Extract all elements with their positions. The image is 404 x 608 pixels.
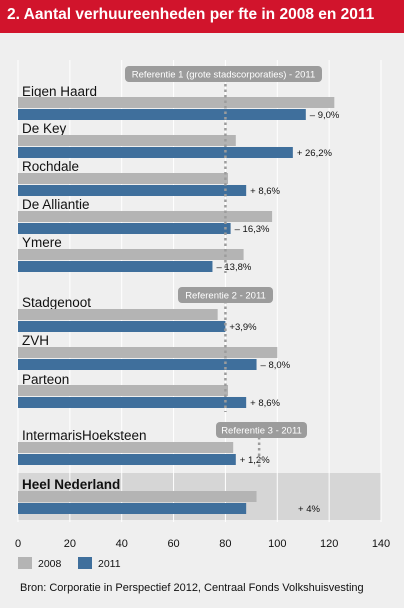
x-tick-label: 0 bbox=[15, 538, 21, 550]
x-tick-label: 140 bbox=[372, 538, 390, 550]
bar-2008 bbox=[18, 309, 218, 320]
x-tick-label: 40 bbox=[116, 538, 128, 550]
legend-label-2008: 2008 bbox=[38, 558, 62, 570]
category-label: Parteon bbox=[22, 372, 69, 387]
bar-2008 bbox=[18, 442, 234, 453]
x-tick-label: 80 bbox=[219, 538, 231, 550]
bar-2008 bbox=[18, 347, 278, 358]
bar-2011 bbox=[18, 454, 236, 465]
category-label: Stadgenoot bbox=[22, 295, 91, 310]
reference-label: Referentie 3 - 2011 bbox=[221, 426, 302, 437]
reference-tag bbox=[216, 422, 307, 438]
x-tick-label: 120 bbox=[320, 538, 338, 550]
category-label: ZVH bbox=[22, 333, 49, 348]
bar-2011 bbox=[18, 261, 213, 272]
category-label: IntermarisHoeksteen bbox=[22, 428, 147, 443]
bar-2008 bbox=[18, 491, 257, 502]
bar-2008 bbox=[18, 385, 229, 396]
bar-2011 bbox=[18, 397, 247, 408]
reference-label: Referentie 2 - 2011 bbox=[185, 291, 266, 302]
legend-label-2011: 2011 bbox=[98, 558, 121, 570]
x-tick-label: 60 bbox=[167, 538, 179, 550]
change-label: + 8,6% bbox=[250, 186, 280, 197]
reference-label: Referentie 1 (grote stadscorporaties) - … bbox=[132, 70, 316, 81]
reference-tag bbox=[178, 287, 273, 303]
legend-swatch-2011 bbox=[78, 557, 92, 569]
change-label: – 13,8% bbox=[216, 262, 251, 273]
change-label: + 4% bbox=[298, 504, 320, 515]
reference-tag bbox=[125, 66, 322, 82]
category-label: Eigen Haard bbox=[22, 84, 97, 99]
bar-2011 bbox=[18, 147, 293, 158]
legend-swatch-2008 bbox=[18, 557, 32, 569]
bar-2011 bbox=[18, 109, 306, 120]
bar-2008 bbox=[18, 211, 273, 222]
x-tick-label: 20 bbox=[64, 538, 76, 550]
category-label: Ymere bbox=[22, 235, 62, 250]
bar-2008 bbox=[18, 173, 229, 184]
change-label: + 26,2% bbox=[297, 148, 333, 159]
title-bar: 2. Aantal verhuureenheden per fte in 200… bbox=[0, 0, 404, 33]
category-label: Rochdale bbox=[22, 159, 79, 174]
bar-2011 bbox=[18, 359, 257, 370]
bar-2008 bbox=[18, 249, 244, 260]
category-label: De Alliantie bbox=[22, 197, 90, 212]
bar-2011 bbox=[18, 321, 226, 332]
change-label: + 8,6% bbox=[250, 398, 280, 409]
change-label: – 8,0% bbox=[261, 360, 291, 371]
change-label: +3,9% bbox=[229, 322, 257, 333]
change-label: + 1,2% bbox=[240, 455, 270, 466]
chart-title: 2. Aantal verhuureenheden per fte in 200… bbox=[7, 6, 375, 23]
bar-2011 bbox=[18, 223, 231, 234]
x-tick-label: 100 bbox=[268, 538, 286, 550]
change-label: – 9,0% bbox=[310, 110, 340, 121]
category-label: Heel Nederland bbox=[22, 477, 120, 492]
source-note: Bron: Corporatie in Perspectief 2012, Ce… bbox=[20, 582, 364, 594]
bar-2008 bbox=[18, 135, 236, 146]
category-label: De Key bbox=[22, 121, 67, 136]
bar-2008 bbox=[18, 97, 335, 108]
bar-2011 bbox=[18, 503, 247, 514]
change-label: – 16,3% bbox=[235, 224, 270, 235]
bar-2011 bbox=[18, 185, 247, 196]
